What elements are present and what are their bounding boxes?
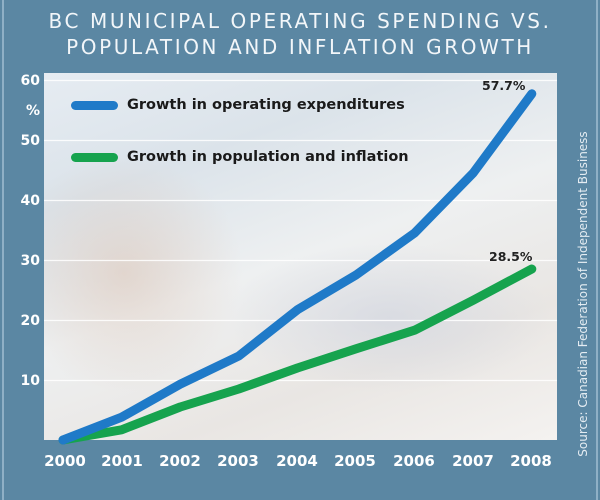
x-tick-2001: 2001: [101, 452, 143, 470]
source-credit: Source: Canadian Federation of Independe…: [576, 131, 590, 457]
y-tick-40: 40: [20, 193, 40, 209]
y-tick-10: 10: [20, 373, 40, 389]
y-tick-20: 20: [20, 313, 40, 329]
x-tick-2006: 2006: [393, 452, 435, 470]
chart-title-line-2: POPULATION AND INFLATION GROWTH: [66, 35, 534, 59]
annotation-expenditures-end: 57.7%: [482, 78, 526, 93]
chart-title-line-1: BC MUNICIPAL OPERATING SPENDING VS.: [48, 9, 552, 33]
x-tick-2000: 2000: [44, 452, 86, 470]
x-tick-2003: 2003: [217, 452, 259, 470]
legend-swatch-blue: [71, 100, 118, 110]
background-photo-hand: [44, 153, 244, 393]
frame-border-left: [2, 0, 4, 500]
legend-swatch-green: [71, 152, 118, 162]
background-photo-calculator: [224, 243, 554, 393]
legend-label-expenditures: Growth in operating expenditures: [127, 97, 405, 113]
legend-item-population: Growth in population and inflation: [71, 147, 409, 167]
plot-area: [44, 73, 557, 440]
legend-label-population: Growth in population and inflation: [127, 149, 409, 165]
x-tick-2005: 2005: [334, 452, 376, 470]
x-tick-2007: 2007: [452, 452, 494, 470]
legend-item-expenditures: Growth in operating expenditures: [71, 95, 405, 115]
y-tick-60: 60: [20, 73, 40, 89]
x-tick-2008: 2008: [510, 452, 552, 470]
population-inflation-line: [58, 264, 537, 445]
frame-border-right: [596, 0, 598, 500]
annotation-population-end: 28.5%: [489, 249, 533, 264]
x-tick-2002: 2002: [159, 452, 201, 470]
chart-title: BC MUNICIPAL OPERATING SPENDING VS. POPU…: [0, 8, 600, 60]
y-tick-50: 50: [20, 133, 40, 149]
y-tick-30: 30: [20, 253, 40, 269]
y-axis-unit: %: [25, 103, 40, 119]
operating-expenditures-line: [58, 89, 537, 445]
x-tick-2004: 2004: [276, 452, 318, 470]
gridlines: [44, 79, 557, 382]
